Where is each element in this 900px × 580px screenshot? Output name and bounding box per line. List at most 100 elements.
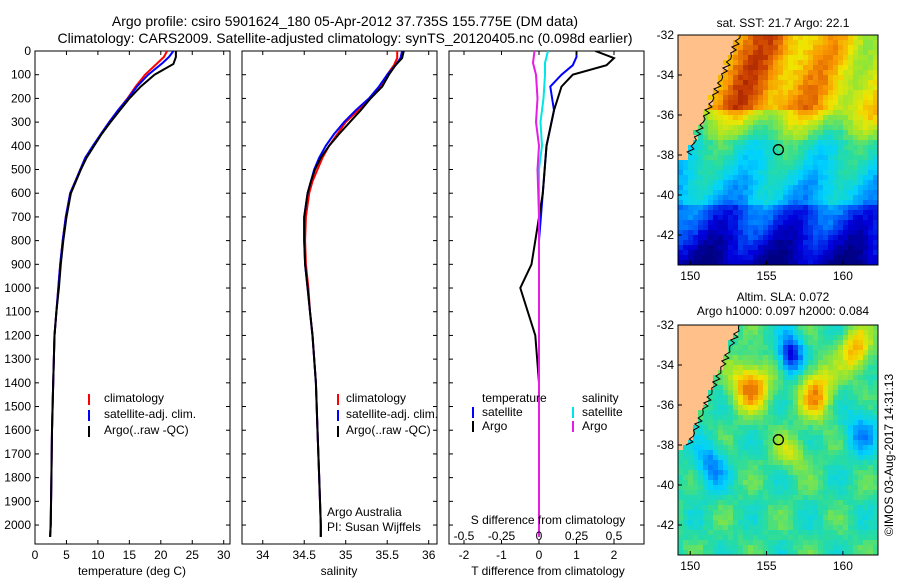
difference-xtick-label: -1 [496,548,507,562]
sla-map-xtick-label: 150 [680,559,700,573]
sla-map-title-line-2: Argo h1000: 0.097 h2000: 0.084 [697,304,869,318]
temperature-ytick-label: 1800 [4,471,31,485]
difference-x2tick-label: 0.5 [606,529,623,543]
difference-x2tick-label: 0.25 [565,529,589,543]
temperature-ytick-label: 2000 [4,518,31,532]
temperature-xtick-label: 20 [154,548,168,562]
sst-map-ytick-label: -42 [657,228,675,242]
temperature-ytick-label: 400 [11,139,31,153]
temperature-axes-frame [34,50,231,545]
sla-map-argo-marker [772,434,785,446]
sst-map-ytick-label: -34 [657,68,675,82]
sla-map-ytick-label: -38 [657,438,675,452]
sst-map-frame [677,34,879,266]
temperature-series-argo [49,51,177,537]
difference-panel: -2 -1 0 1 2 -0.5 -0.25 0 0.25 0.5 S difference fr… [448,50,645,578]
sla-map-coastline [685,325,740,446]
difference-top-xlabel: S difference from climatology [471,513,626,527]
temperature-ytick-label: 1400 [4,376,31,390]
sst-map-ytick-label: -38 [657,148,675,162]
temperature-ytick-label: 300 [11,115,31,129]
sla-map-ytick-label: -32 [657,318,675,332]
sla-map-ytick-label: -42 [657,518,675,532]
temperature-ytick-label: 1100 [5,305,31,319]
difference-legend-temperature-heading: temperature [482,391,547,405]
sla-map-ytick-label: -34 [657,358,675,372]
sst-map-ytick-label: -40 [657,188,675,202]
temperature-xtick-label: 10 [91,548,105,562]
sla-map-ytick-label: -40 [657,478,675,492]
sla-map-frame [677,324,879,556]
temperature-xlabel: temperature (deg C) [78,564,186,578]
difference-legend-salinity-argo: Argo [582,419,608,433]
temperature-xtick-label: 15 [123,548,137,562]
temperature-ytick-label: 1500 [4,400,31,414]
temperature-ytick-label: 1600 [4,423,31,437]
sla-map-xtick-label: 155 [757,559,777,573]
difference-xtick-label: -2 [459,548,470,562]
sla-map-panel: Altim. SLA: 0.072 Argo h1000: 0.097 h200… [657,290,879,573]
temperature-ytick-label: 1000 [4,281,31,295]
temperature-xtick-label: 5 [63,548,70,562]
salinity-xtick-label: 34.5 [293,548,317,562]
sst-map-ytick-label: -36 [657,108,675,122]
difference-xlabel: T difference from climatology [471,564,625,578]
salinity-xtick-label: 34 [256,548,270,562]
difference-xtick-label: 1 [573,548,580,562]
temperature-xtick-label: 0 [32,548,39,562]
difference-x2tick-label: -0.25 [488,529,516,543]
temperature-ytick-label: 500 [11,163,31,177]
figure-title-line-2: Climatology: CARS2009. Satellite-adjuste… [57,30,633,46]
temperature-ytick-label: 0 [24,44,31,58]
sla-map-xtick-label: 160 [833,559,853,573]
temperature-ytick-label: 100 [11,68,31,82]
temperature-ytick-label: 1300 [4,352,31,366]
temperature-ytick-label: 1200 [4,328,31,342]
salinity-series-argo [303,51,405,537]
salinity-legend-satellite: satellite-adj. clim. [346,407,438,421]
difference-x2tick-label: -0.5 [454,529,475,543]
difference-xtick-label: 2 [611,548,618,562]
salinity-panel: 34 34.5 35 35.5 36 salinity climatology sate… [241,50,438,578]
temperature-legend: climatology satellite-adj. clim. Argo(..… [88,391,196,437]
difference-legend: temperature satellite Argo salinity sate… [472,391,623,433]
salinity-xtick-label: 35 [339,548,353,562]
sst-map-argo-marker [772,144,785,156]
sla-map-ytick-label: -36 [657,398,675,412]
temperature-xtick-label: 30 [217,548,231,562]
temperature-ytick-label: 800 [11,234,31,248]
temperature-ytick-label: 1700 [4,447,31,461]
temperature-xtick-label: 25 [186,548,200,562]
salinity-xtick-label: 35.5 [376,548,400,562]
temperature-ytick-label: 700 [11,210,31,224]
figure-title-line-1: Argo profile: csiro 5901624_180 05-Apr-2… [111,13,579,29]
sst-map-title: sat. SST: 21.7 Argo: 22.1 [717,16,850,30]
sst-map-xtick-label: 155 [757,269,777,283]
salinity-legend-argo: Argo(..raw -QC) [346,423,431,437]
salinity-xlabel: salinity [321,564,358,578]
salinity-annotation-line-2: PI: Susan Wijffels [327,520,421,534]
difference-legend-salinity-satellite: satellite [582,405,623,419]
difference-legend-salinity-heading: salinity [582,391,619,405]
sla-map-title-line-1: Altim. SLA: 0.072 [737,290,830,304]
salinity-annotation-line-1: Argo Australia [327,505,402,519]
temperature-ytick-label: 200 [11,91,31,105]
difference-legend-temperature-satellite: satellite [482,405,523,419]
difference-xtick-label: 0 [536,548,543,562]
imos-stamp: ©IMOS 03-Aug-2017 14:31:13 [882,374,896,537]
sst-map-ytick-label: -32 [657,28,675,42]
sst-map-xtick-label: 150 [680,269,700,283]
temperature-ytick-label: 600 [11,186,31,200]
temperature-legend-argo: Argo(..raw -QC) [104,423,189,437]
temperature-ytick-label: 900 [11,257,31,271]
salinity-legend: climatology satellite-adj. clim. Argo(..… [337,391,438,437]
temperature-panel: 0100200300400500600700800900100011001200… [4,44,230,578]
salinity-axes-frame [241,50,438,545]
temperature-legend-climatology: climatology [104,391,164,405]
sst-map-coastline [686,35,741,156]
salinity-xtick-label: 36 [422,548,436,562]
temperature-legend-satellite: satellite-adj. clim. [104,407,196,421]
sst-map-xtick-label: 160 [833,269,853,283]
difference-series-s-argo [531,51,541,537]
